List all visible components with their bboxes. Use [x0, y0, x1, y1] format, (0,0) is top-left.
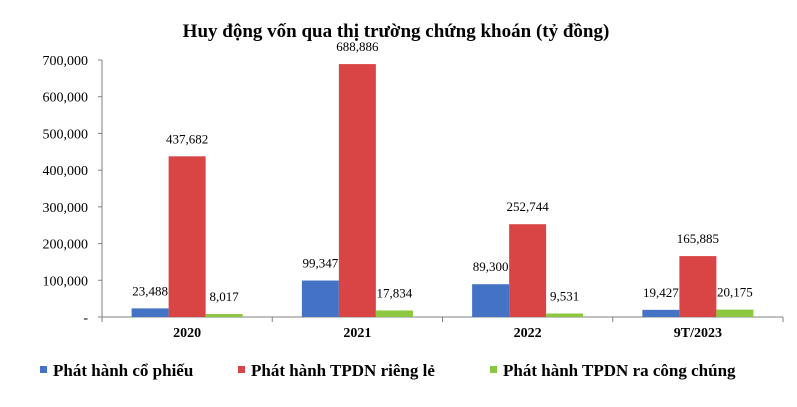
y-tick-label: - [83, 311, 88, 326]
y-axis: - 100,000 200,000 300,000 400,000 500,000 600,… [43, 54, 103, 326]
x-category-label: 2020 [173, 326, 201, 341]
bar-tpdn-rieng-le-2020 [168, 156, 206, 317]
x-axis: 2020 2021 2022 9T/2023 [101, 316, 784, 341]
legend-swatch [238, 366, 245, 373]
bar-co-phieu-2022 [472, 284, 510, 317]
y-tick-label: 200,000 [43, 238, 89, 253]
y-tick-label: 400,000 [43, 164, 89, 179]
data-label: 17,834 [377, 285, 413, 300]
x-category-label: 2022 [514, 326, 542, 341]
legend-label: Phát hành cổ phiếu [53, 361, 193, 380]
x-category-label: 2021 [343, 326, 371, 341]
data-label: 23,488 [132, 283, 168, 298]
bar-tpdn-rieng-le-9T/2023 [679, 256, 717, 317]
bar-tpdn-rieng-le-2021 [338, 64, 376, 317]
bar-co-phieu-2021 [301, 280, 339, 317]
data-label: 99,347 [303, 256, 339, 271]
legend-swatch [40, 366, 47, 373]
legend: Phát hành cổ phiếu Phát hành TPDN riêng l… [40, 361, 736, 380]
y-tick-label: 500,000 [43, 127, 89, 142]
y-tick-label: 100,000 [43, 274, 89, 289]
data-labels: 23,488 437,682 8,017 99,347 688,886 17,834 89,… [132, 39, 753, 304]
data-label: 165,885 [677, 231, 719, 246]
data-label: 20,175 [717, 285, 753, 300]
bar-co-phieu-9T/2023 [642, 309, 680, 317]
bar-tpdn-cong-chung-2022 [546, 313, 584, 317]
data-label: 252,744 [507, 199, 550, 214]
y-tick-label: 700,000 [43, 54, 89, 69]
bar-co-phieu-2020 [131, 308, 169, 317]
data-label: 8,017 [210, 289, 240, 304]
data-label: 9,531 [550, 289, 579, 304]
y-tick-label: 600,000 [43, 91, 89, 106]
chart-title: Huy động vốn qua thị trường chứng khoán … [183, 21, 610, 42]
data-label: 89,300 [473, 259, 509, 274]
bar-tpdn-cong-chung-2020 [205, 314, 243, 317]
y-tick-label: 300,000 [43, 201, 89, 216]
bar-tpdn-cong-chung-2021 [375, 310, 413, 317]
bar-group [131, 64, 754, 317]
legend-swatch [490, 366, 497, 373]
data-label: 437,682 [166, 131, 208, 146]
data-label: 688,886 [336, 39, 379, 54]
legend-label: Phát hành TPDN ra công chúng [503, 361, 736, 380]
x-category-label: 9T/2023 [674, 326, 722, 341]
bar-tpdn-rieng-le-2022 [509, 224, 547, 317]
legend-label: Phát hành TPDN riêng lẻ [251, 361, 435, 380]
bar-tpdn-cong-chung-9T/2023 [716, 309, 754, 317]
data-label: 19,427 [643, 285, 679, 300]
